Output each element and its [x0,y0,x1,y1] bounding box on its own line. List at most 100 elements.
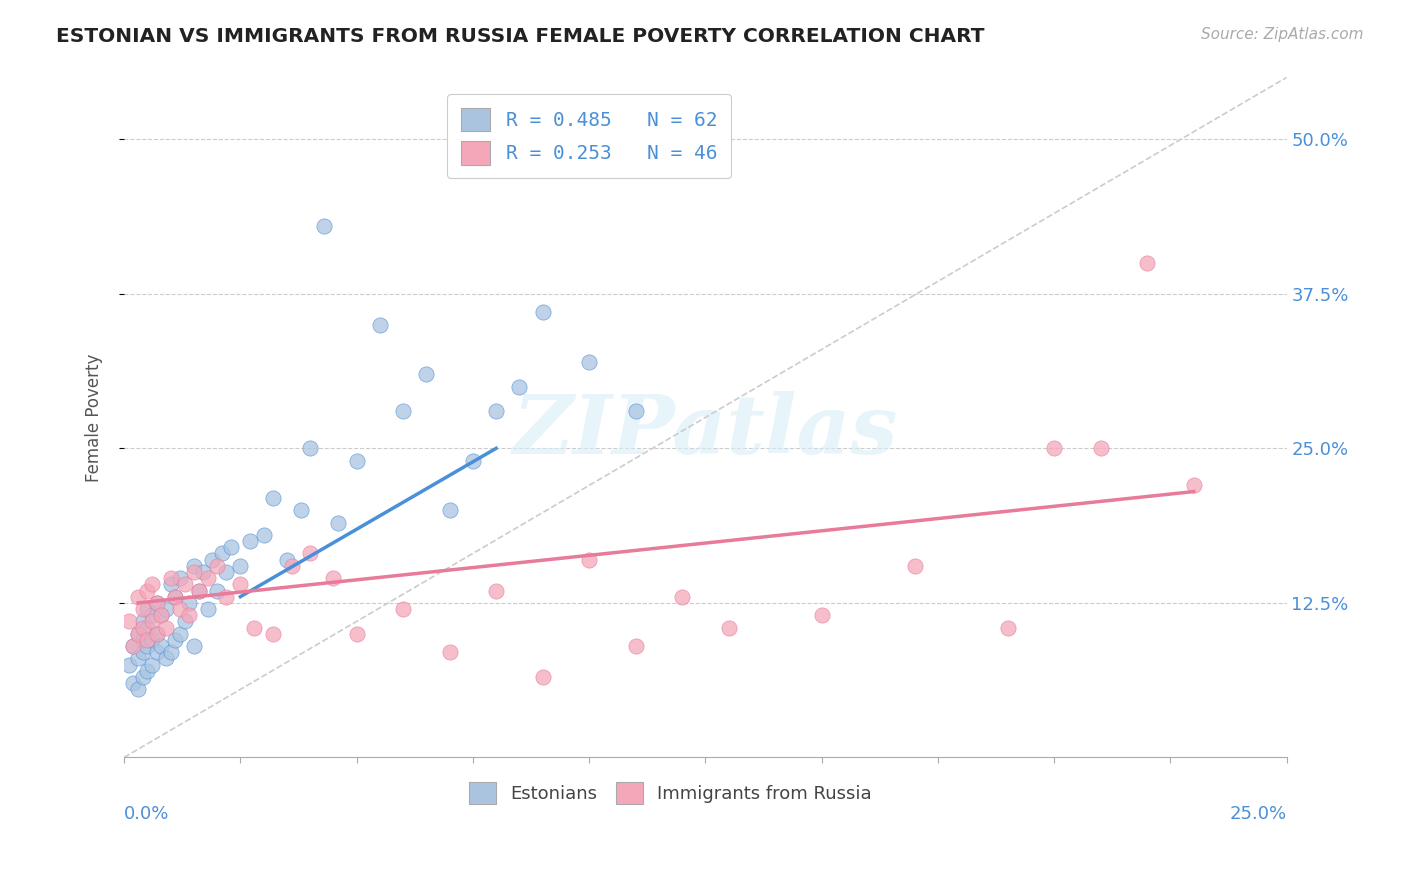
Point [439,503,461,517]
Point [165,632,187,647]
Point [169,602,191,616]
Point [1136,256,1159,270]
Point [312,219,335,233]
Point [127,627,149,641]
Point [132,602,155,616]
Point [903,558,925,573]
Point [183,565,205,579]
Point [173,577,195,591]
Point [132,645,155,659]
Point [173,615,195,629]
Point [122,639,145,653]
Point [193,565,215,579]
Point [205,583,228,598]
Point [531,670,554,684]
Point [183,639,205,653]
Text: 25.0%: 25.0% [1229,805,1286,823]
Point [150,608,173,623]
Point [136,664,159,678]
Point [262,627,284,641]
Point [368,318,391,332]
Point [201,552,224,566]
Point [211,546,233,560]
Point [243,621,266,635]
Point [439,645,461,659]
Point [141,608,163,623]
Point [346,627,368,641]
Point [229,577,252,591]
Point [229,558,252,573]
Point [810,608,832,623]
Point [136,583,159,598]
Point [253,528,276,542]
Point [219,540,242,554]
Point [215,590,238,604]
Point [346,453,368,467]
Legend: Estonians, Immigrants from Russia: Estonians, Immigrants from Russia [457,769,884,816]
Point [392,404,415,418]
Point [671,590,693,604]
Point [145,596,167,610]
Point [169,627,191,641]
Point [531,305,554,319]
Point [127,651,149,665]
Point [578,355,600,369]
Point [127,682,149,697]
Point [508,379,530,393]
Point [205,558,228,573]
Point [159,577,181,591]
Point [127,627,149,641]
Point [624,639,647,653]
Point [215,565,238,579]
Point [290,503,312,517]
Point [187,583,209,598]
Point [239,534,262,549]
Point [159,645,181,659]
Point [578,552,600,566]
Point [997,621,1019,635]
Point [141,657,163,672]
Point [132,615,155,629]
Text: 0.0%: 0.0% [124,805,170,823]
Point [118,657,141,672]
Point [169,571,191,585]
Point [179,608,201,623]
Point [145,627,167,641]
Point [183,558,205,573]
Point [187,583,209,598]
Point [415,367,437,381]
Point [197,602,219,616]
Point [118,615,141,629]
Point [141,615,163,629]
Text: ESTONIAN VS IMMIGRANTS FROM RUSSIA FEMALE POVERTY CORRELATION CHART: ESTONIAN VS IMMIGRANTS FROM RUSSIA FEMAL… [56,27,984,45]
Point [155,602,177,616]
Point [145,627,167,641]
Point [299,442,322,456]
Point [461,453,484,467]
Point [165,590,187,604]
Text: Source: ZipAtlas.com: Source: ZipAtlas.com [1201,27,1364,42]
Text: ZIPatlas: ZIPatlas [513,391,898,471]
Point [280,558,302,573]
Point [127,590,149,604]
Point [141,632,163,647]
Point [136,639,159,653]
Point [150,608,173,623]
Point [136,632,159,647]
Point [155,621,177,635]
Point [1043,442,1066,456]
Point [122,676,145,690]
Point [136,602,159,616]
Point [159,571,181,585]
Point [150,639,173,653]
Point [485,583,508,598]
Point [276,552,298,566]
Point [179,596,201,610]
Point [1182,478,1205,492]
Point [155,651,177,665]
Point [392,602,415,616]
Point [136,621,159,635]
Point [322,571,344,585]
Point [165,590,187,604]
Point [624,404,647,418]
